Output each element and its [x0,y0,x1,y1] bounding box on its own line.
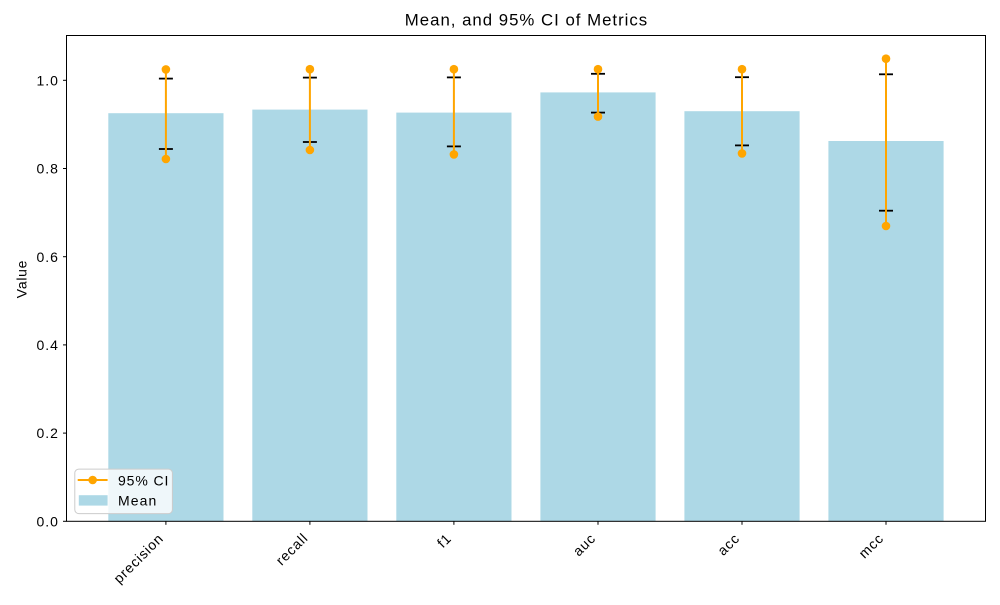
svg-text:Value: Value [13,260,29,298]
svg-text:0.4: 0.4 [37,337,59,353]
svg-text:Mean, and 95% CI of Metrics: Mean, and 95% CI of Metrics [405,10,648,29]
svg-text:Mean: Mean [118,492,157,508]
svg-text:0.8: 0.8 [37,161,59,177]
svg-text:0.6: 0.6 [37,249,59,265]
svg-text:0.0: 0.0 [37,513,59,529]
svg-text:0.2: 0.2 [37,425,59,441]
svg-text:95% CI: 95% CI [118,473,169,489]
svg-text:1.0: 1.0 [37,72,59,88]
